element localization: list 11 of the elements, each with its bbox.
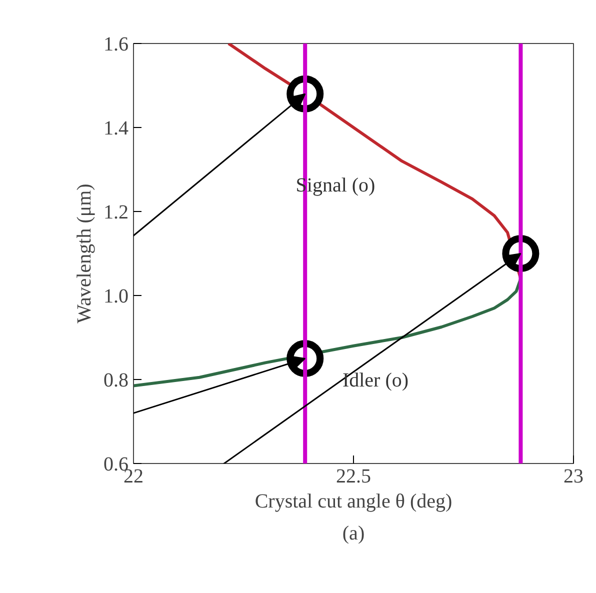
x-tick-label: 23 <box>564 466 584 488</box>
y-tick-label: 1.0 <box>104 286 128 308</box>
y-tick-label: 1.6 <box>104 34 128 56</box>
x-axis-title: Crystal cut angle θ (deg) <box>254 490 452 512</box>
annotation: Idler (o) <box>342 370 409 392</box>
x-tick-label: 22.5 <box>336 466 371 488</box>
y-tick-label: 0.8 <box>104 370 128 392</box>
y-axis-title: Wavelength (μm) <box>74 184 96 324</box>
text: (a) <box>342 522 365 544</box>
y-tick-label: 1.4 <box>104 118 128 140</box>
y-tick-label: 1.2 <box>104 202 128 224</box>
